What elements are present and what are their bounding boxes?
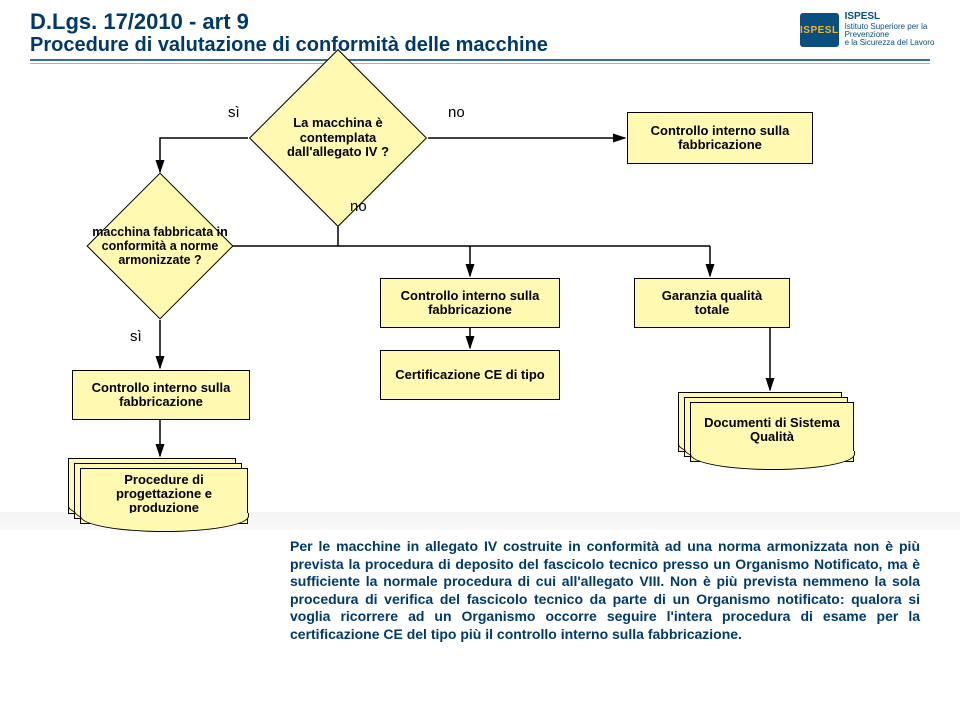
docstack-sistema-qualita: Documenti di Sistema Qualità — [678, 392, 856, 466]
process-garanzia: Garanzia qualità totale — [634, 278, 790, 328]
rule-bottom — [30, 63, 930, 64]
decision-allegato-iv-label: La macchina è contemplata dall'allegato … — [268, 116, 408, 160]
edge-label-no-1b: no — [350, 198, 367, 215]
edge-label-no-1: no — [448, 104, 465, 121]
decision-norme-armonizzate-label: macchina fabbricata in conformità a norm… — [85, 225, 235, 267]
docstack-sistema-qualita-label: Documenti di Sistema Qualità — [699, 409, 845, 451]
logo: ISPESL ISPESL Istituto Superiore per la … — [800, 8, 940, 52]
docstack-procedure-label: Procedure di progettazione e produzione — [89, 475, 239, 513]
body-paragraph: Per le macchine in allegato IV costruite… — [290, 538, 920, 643]
process-ctrl-top: Controllo interno sulla fabbricazione — [627, 112, 813, 164]
process-cert-ce-label: Certificazione CE di tipo — [395, 368, 545, 383]
page-title: D.Lgs. 17/2010 - art 9 — [30, 10, 930, 34]
logo-caption: ISPESL Istituto Superiore per la Prevenz… — [845, 12, 940, 48]
process-ctrl-top-label: Controllo interno sulla fabbricazione — [636, 124, 804, 153]
edge-label-si-2: sì — [130, 328, 142, 345]
process-ctrl-left: Controllo interno sulla fabbricazione — [72, 370, 250, 420]
process-ctrl-mid: Controllo interno sulla fabbricazione — [380, 278, 560, 328]
process-ctrl-left-label: Controllo interno sulla fabbricazione — [81, 381, 241, 410]
process-cert-ce: Certificazione CE di tipo — [380, 350, 560, 400]
page-subtitle: Procedure di valutazione di conformità d… — [30, 34, 930, 57]
flowchart: La macchina è contemplata dall'allegato … — [30, 68, 930, 528]
process-ctrl-mid-label: Controllo interno sulla fabbricazione — [389, 289, 551, 318]
logo-badge: ISPESL — [800, 13, 839, 47]
process-garanzia-label: Garanzia qualità totale — [643, 289, 781, 318]
edge-label-si-1: sì — [228, 104, 240, 121]
rule-top — [30, 59, 930, 61]
docstack-procedure: Procedure di progettazione e produzione — [68, 458, 246, 528]
